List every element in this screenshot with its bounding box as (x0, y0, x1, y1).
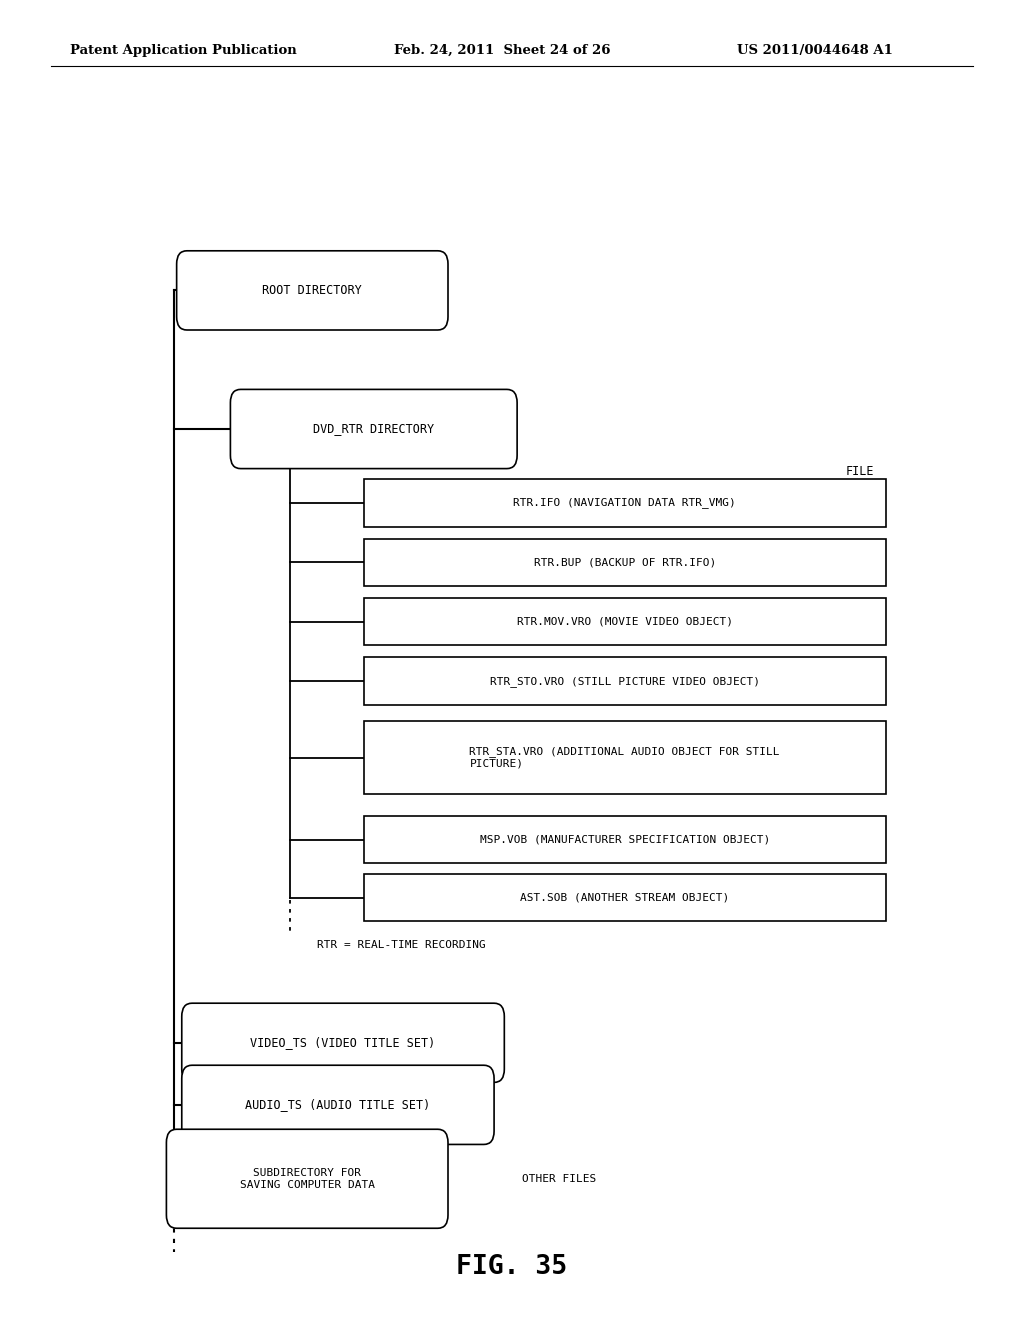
Text: RTR_STA.VRO (ADDITIONAL AUDIO OBJECT FOR STILL
PICTURE): RTR_STA.VRO (ADDITIONAL AUDIO OBJECT FOR… (469, 746, 780, 770)
Text: RTR.IFO (NAVIGATION DATA RTR_VMG): RTR.IFO (NAVIGATION DATA RTR_VMG) (513, 498, 736, 508)
FancyBboxPatch shape (182, 1065, 495, 1144)
Text: RTR_STO.VRO (STILL PICTURE VIDEO OBJECT): RTR_STO.VRO (STILL PICTURE VIDEO OBJECT) (489, 676, 760, 686)
FancyBboxPatch shape (182, 1003, 505, 1082)
FancyBboxPatch shape (166, 1129, 449, 1228)
FancyBboxPatch shape (364, 598, 886, 645)
FancyBboxPatch shape (364, 657, 886, 705)
FancyBboxPatch shape (230, 389, 517, 469)
Text: RTR = REAL-TIME RECORDING: RTR = REAL-TIME RECORDING (317, 940, 486, 950)
Text: AST.SOB (ANOTHER STREAM OBJECT): AST.SOB (ANOTHER STREAM OBJECT) (520, 892, 729, 903)
Text: AUDIO_TS (AUDIO TITLE SET): AUDIO_TS (AUDIO TITLE SET) (246, 1098, 430, 1111)
Text: RTR.BUP (BACKUP OF RTR.IFO): RTR.BUP (BACKUP OF RTR.IFO) (534, 557, 716, 568)
Text: ROOT DIRECTORY: ROOT DIRECTORY (262, 284, 362, 297)
FancyBboxPatch shape (364, 816, 886, 863)
FancyBboxPatch shape (364, 722, 886, 795)
Text: SUBDIRECTORY FOR
SAVING COMPUTER DATA: SUBDIRECTORY FOR SAVING COMPUTER DATA (240, 1168, 375, 1189)
Text: FILE: FILE (846, 465, 874, 478)
FancyBboxPatch shape (364, 874, 886, 921)
Text: SUBDIRECTORY: SUBDIRECTORY (333, 388, 415, 399)
FancyBboxPatch shape (364, 539, 886, 586)
Text: OTHER DIRECTORIES: OTHER DIRECTORIES (286, 1003, 400, 1014)
Text: VIDEO_TS (VIDEO TITLE SET): VIDEO_TS (VIDEO TITLE SET) (251, 1036, 435, 1049)
FancyBboxPatch shape (176, 251, 449, 330)
Text: DVD_RTR DIRECTORY: DVD_RTR DIRECTORY (313, 422, 434, 436)
FancyBboxPatch shape (364, 479, 886, 527)
Text: OTHER FILES: OTHER FILES (522, 1173, 597, 1184)
Text: RTR.MOV.VRO (MOVIE VIDEO OBJECT): RTR.MOV.VRO (MOVIE VIDEO OBJECT) (517, 616, 732, 627)
Text: FIG. 35: FIG. 35 (457, 1254, 567, 1280)
Text: Feb. 24, 2011  Sheet 24 of 26: Feb. 24, 2011 Sheet 24 of 26 (394, 44, 610, 57)
Text: Patent Application Publication: Patent Application Publication (70, 44, 296, 57)
Text: US 2011/0044648 A1: US 2011/0044648 A1 (737, 44, 893, 57)
Text: MSP.VOB (MANUFACTURER SPECIFICATION OBJECT): MSP.VOB (MANUFACTURER SPECIFICATION OBJE… (479, 834, 770, 845)
